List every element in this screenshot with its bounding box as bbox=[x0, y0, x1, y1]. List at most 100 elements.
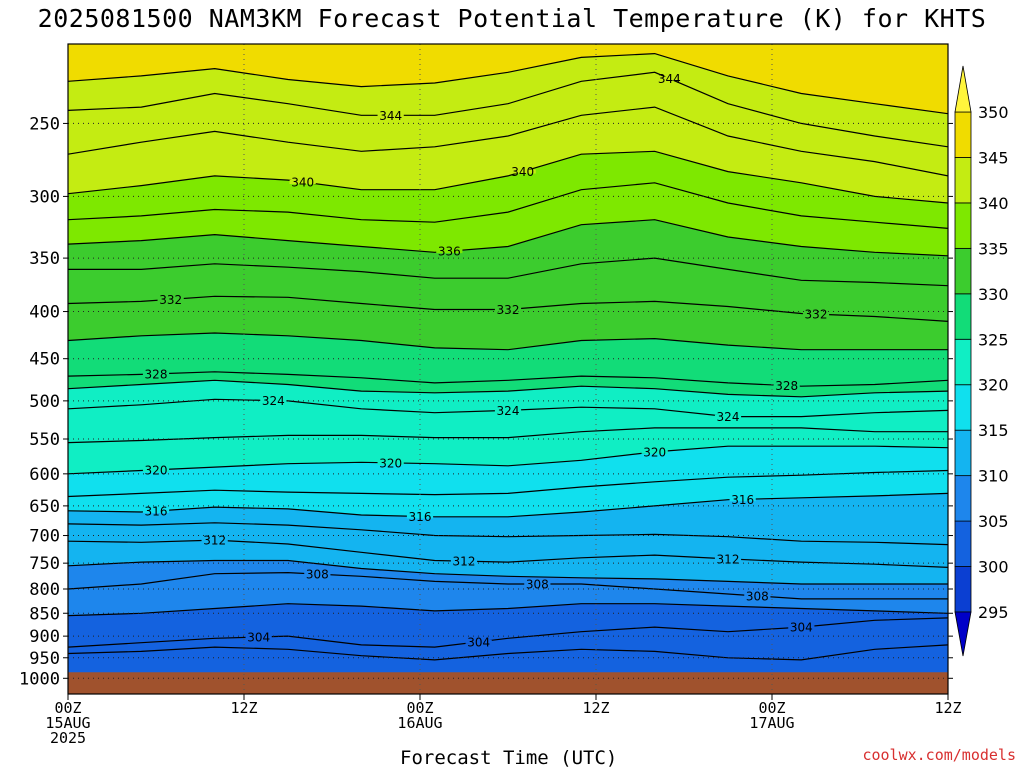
contour-label-308: 308 bbox=[304, 568, 331, 582]
x-axis-label: Forecast Time (UTC) bbox=[400, 747, 618, 769]
contour-label-312: 312 bbox=[450, 555, 478, 569]
colorbar-arrow-bottom bbox=[954, 611, 972, 657]
x-tick-label: 16AUG bbox=[397, 714, 442, 732]
contour-label-text: 308 bbox=[746, 589, 769, 603]
contour-label-324: 324 bbox=[494, 404, 522, 418]
isentrope-302 bbox=[68, 644, 948, 661]
contour-label-320: 320 bbox=[641, 445, 668, 459]
contour-label-text: 304 bbox=[467, 635, 490, 649]
colorbar-label: 295 bbox=[978, 603, 1009, 622]
y-tick-label: 600 bbox=[29, 465, 60, 485]
x-tick-label: 00Z bbox=[54, 699, 81, 717]
contour-label-328: 328 bbox=[773, 379, 800, 393]
contour-label-text: 316 bbox=[409, 510, 432, 524]
contour-label-312: 312 bbox=[201, 534, 228, 548]
y-tick-label: 350 bbox=[29, 249, 60, 269]
isentrope-328 bbox=[68, 371, 948, 387]
y-tick-label: 450 bbox=[29, 350, 60, 370]
x-tick-label: 00Z bbox=[758, 699, 785, 717]
isentrope-310 bbox=[68, 559, 948, 585]
contour-label-text: 312 bbox=[203, 534, 226, 548]
contour-label-336: 336 bbox=[436, 245, 463, 259]
contour-label-text: 340 bbox=[511, 165, 534, 179]
band-328 bbox=[68, 333, 948, 387]
credit-link[interactable]: coolwx.com/models bbox=[862, 746, 1016, 764]
contour-label-text: 328 bbox=[145, 367, 168, 381]
x-tick-label: 00Z bbox=[406, 699, 433, 717]
contour-label-text: 320 bbox=[379, 456, 402, 470]
band-330 bbox=[68, 296, 948, 350]
colorbar-swatch-340 bbox=[954, 157, 972, 204]
contour-label-308: 308 bbox=[524, 577, 551, 591]
y-tick-label: 500 bbox=[29, 392, 60, 412]
contour-label-text: 304 bbox=[247, 631, 270, 645]
contour-label-text: 304 bbox=[790, 621, 813, 635]
contour-label-316: 316 bbox=[142, 505, 170, 519]
isentrope-326 bbox=[68, 379, 948, 398]
contour-label-328: 328 bbox=[142, 367, 170, 381]
band-342 bbox=[68, 72, 948, 176]
colorbar-swatch-295 bbox=[954, 566, 972, 613]
isentrope-320 bbox=[68, 445, 948, 475]
y-tick-label: 800 bbox=[29, 580, 60, 600]
colorbar-label: 310 bbox=[978, 467, 1009, 486]
contour-label-text: 324 bbox=[717, 410, 740, 424]
x-tick-label: 17AUG bbox=[749, 714, 794, 732]
contour-label-text: 328 bbox=[775, 379, 798, 393]
contour-label-text: 324 bbox=[497, 404, 520, 418]
contour-label-text: 308 bbox=[526, 577, 549, 591]
y-tick-label: 650 bbox=[29, 497, 60, 517]
contour-label-text: 340 bbox=[291, 175, 314, 189]
colorbar-label: 305 bbox=[978, 512, 1009, 531]
isentrope-308 bbox=[68, 571, 948, 600]
band-318 bbox=[68, 446, 948, 497]
contour-label-304: 304 bbox=[245, 631, 272, 645]
contour-label-text: 320 bbox=[145, 463, 168, 477]
contour-label-340: 340 bbox=[289, 175, 316, 189]
grid-layer bbox=[68, 44, 948, 694]
band-324 bbox=[68, 380, 948, 417]
y-tick-label: 550 bbox=[29, 430, 60, 450]
contour-label-text: 316 bbox=[145, 505, 168, 519]
contour-label-308: 308 bbox=[744, 589, 771, 603]
band-322 bbox=[68, 399, 948, 443]
contour-label-304: 304 bbox=[788, 621, 815, 635]
contour-label-320: 320 bbox=[377, 456, 404, 470]
colorbar-label: 330 bbox=[978, 285, 1009, 304]
contour-label-316: 316 bbox=[406, 510, 434, 524]
contour-label-312: 312 bbox=[714, 552, 742, 566]
x-tick-label: 2025 bbox=[50, 729, 86, 747]
colorbar-swatch-305 bbox=[954, 475, 972, 522]
isentrope-340 bbox=[68, 150, 948, 204]
band-326 bbox=[68, 371, 948, 397]
band-338 bbox=[68, 151, 948, 229]
colorbar-swatch-320 bbox=[954, 338, 972, 386]
y-tick-label: 750 bbox=[29, 554, 60, 574]
band-346 bbox=[68, 44, 948, 114]
contour-label-332: 332 bbox=[802, 308, 830, 322]
band-312 bbox=[68, 522, 948, 568]
contour-label-text: 336 bbox=[438, 245, 461, 259]
ground-layer bbox=[68, 672, 948, 694]
colorbar-label: 345 bbox=[978, 148, 1009, 167]
colorbar-label: 325 bbox=[978, 330, 1009, 349]
contour-label-text: 332 bbox=[805, 308, 828, 322]
contour-label-text: 312 bbox=[717, 552, 740, 566]
contour-label-layer: 304 304 304 308 308 308 312 312 312 316 316 316 320 3… bbox=[142, 72, 830, 649]
colorbar: 295 300 305 310 315 320 325 330 335 340 345 350 bbox=[954, 65, 1009, 657]
isentrope-306 bbox=[68, 603, 948, 617]
contour-fill-layer bbox=[68, 44, 948, 694]
colorbar-arrow-top bbox=[954, 65, 972, 113]
axes-layer: 250 300 350 400 450 500 550 600 650 700 750 800 850 9… bbox=[19, 43, 962, 747]
y-tick-label: 250 bbox=[29, 114, 60, 134]
isentrope-342 bbox=[68, 106, 948, 177]
contour-label-text: 332 bbox=[159, 293, 182, 307]
ground bbox=[68, 672, 948, 694]
isentrope-318 bbox=[68, 469, 948, 498]
colorbar-swatch-330 bbox=[954, 247, 972, 295]
colorbar-label: 315 bbox=[978, 421, 1009, 440]
isentrope-346 bbox=[68, 52, 948, 115]
colorbar-swatch-325 bbox=[954, 293, 972, 340]
contour-label-316: 316 bbox=[729, 493, 756, 507]
